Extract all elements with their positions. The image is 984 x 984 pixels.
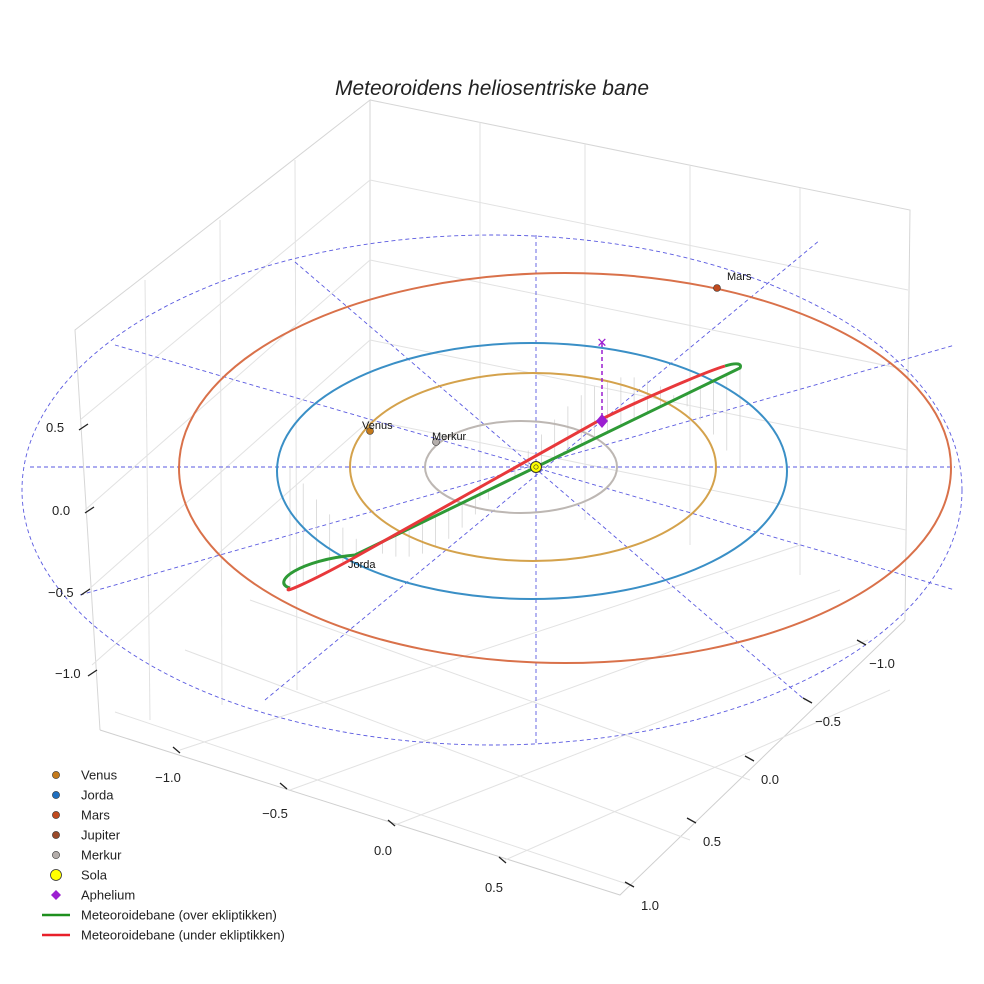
y-tick-mark (624, 881, 635, 888)
x-tick-label: −1.0 (155, 770, 181, 785)
aphelium-projection-marker: ✕ (597, 335, 608, 350)
orbit-merkur (424, 420, 618, 514)
y-tick-label: 0.0 (761, 772, 779, 787)
y-tick-mark (856, 639, 867, 646)
legend-entry: Jupiter (81, 828, 121, 843)
legend-swatch (52, 831, 60, 839)
grid-line (219, 219, 223, 706)
legend-swatch (51, 890, 61, 900)
y-tick-mark (744, 755, 755, 762)
y-tick-mark (686, 817, 697, 824)
legend: Venus Jorda Mars Jupiter Merkur Sola Aphelium M… (42, 768, 285, 943)
y-tick-label: −1.0 (869, 656, 895, 671)
ecliptic-axis-diagonal (264, 239, 821, 701)
merkur-marker (432, 438, 440, 446)
ecliptic-reference (21, 234, 963, 746)
z-tick-mark (78, 423, 89, 431)
x-axis-ticks: −1.0 −0.5 0.0 0.5 (155, 746, 507, 895)
grid-line (289, 589, 841, 791)
grid-line (294, 159, 298, 691)
orbit-jorda (276, 342, 788, 600)
legend-entry: Aphelium (81, 888, 135, 903)
y-tick-label: 1.0 (641, 898, 659, 913)
planet-label: Mars (727, 271, 752, 283)
ecliptic-axis-diagonal (294, 261, 806, 701)
planet-label: Jorda (348, 559, 376, 571)
back-pane-outline (369, 99, 911, 621)
grid-line (369, 179, 909, 291)
legend-entry: Meteoroidebane (over ekliptikken) (81, 908, 277, 923)
legend-entry: Jorda (81, 788, 114, 803)
floor-outline (99, 619, 906, 896)
planet-label: Merkur (432, 431, 467, 443)
legend-entry: Meteoroidebane (under ekliptikken) (81, 928, 285, 943)
z-axis-ticks: −1.0 −0.5 0.0 0.5 (46, 420, 98, 681)
grid-line (369, 259, 909, 371)
grid-line (144, 279, 151, 721)
x-tick-mark (498, 856, 507, 864)
orbit-venus (349, 372, 717, 562)
grid-line (369, 419, 907, 531)
z-tick-mark (84, 506, 95, 514)
grid-line (394, 639, 869, 826)
venus-marker (366, 427, 374, 435)
y-tick-label: −0.5 (815, 714, 841, 729)
z-tick-label: 0.0 (52, 503, 70, 518)
z-tick-label: −0.5 (48, 585, 74, 600)
y-tick-mark (802, 697, 813, 704)
legend-swatch (50, 869, 62, 881)
left-pane-outline (74, 98, 371, 731)
legend-entry: Venus (81, 768, 118, 783)
x-tick-mark (279, 782, 288, 790)
z-tick-mark (87, 669, 98, 677)
legend-swatch (52, 811, 60, 819)
x-tick-label: 0.0 (374, 843, 392, 858)
z-tick-label: −1.0 (55, 666, 81, 681)
legend-swatch (52, 791, 60, 799)
z-tick-label: 0.5 (46, 420, 64, 435)
y-tick-label: 0.5 (703, 834, 721, 849)
grid-line (179, 544, 801, 751)
grid-line (184, 649, 691, 841)
ecliptic-axis-diagonal (79, 344, 956, 596)
legend-entry: Merkur (81, 848, 122, 863)
mars-marker (713, 284, 721, 292)
grid-line (504, 689, 891, 861)
legend-entry: Mars (81, 808, 110, 823)
aphelium-marker (596, 414, 608, 428)
x-tick-label: 0.5 (485, 880, 503, 895)
grid-line (79, 179, 371, 421)
planet-labels: Venus Merkur Jorda Mars (348, 271, 752, 571)
x-tick-mark (172, 746, 181, 754)
chart-title: Meteoroidens heliosentriske bane (335, 77, 649, 100)
y-axis-ticks: −1.0 −0.5 0.0 0.5 1.0 (624, 639, 895, 913)
grid-line (114, 711, 631, 886)
x-tick-mark (387, 819, 396, 827)
sun-core (533, 464, 539, 470)
legend-entry: Sola (81, 868, 108, 883)
z-tick-mark (80, 588, 91, 596)
meteoroid-orbit-above (282, 362, 742, 590)
grid-line (369, 339, 908, 451)
ecliptic-outer-ring (21, 234, 963, 746)
grid-line (91, 419, 371, 666)
grid-line (84, 259, 371, 511)
planet-label: Venus (362, 420, 393, 432)
grid-line (87, 339, 371, 591)
orbit-mars (178, 272, 952, 664)
legend-swatch (52, 771, 60, 779)
x-tick-label: −0.5 (262, 806, 288, 821)
grid-lines (79, 122, 909, 886)
legend-swatch (52, 851, 60, 859)
axis-panes (74, 98, 911, 896)
grid-line (249, 599, 751, 781)
